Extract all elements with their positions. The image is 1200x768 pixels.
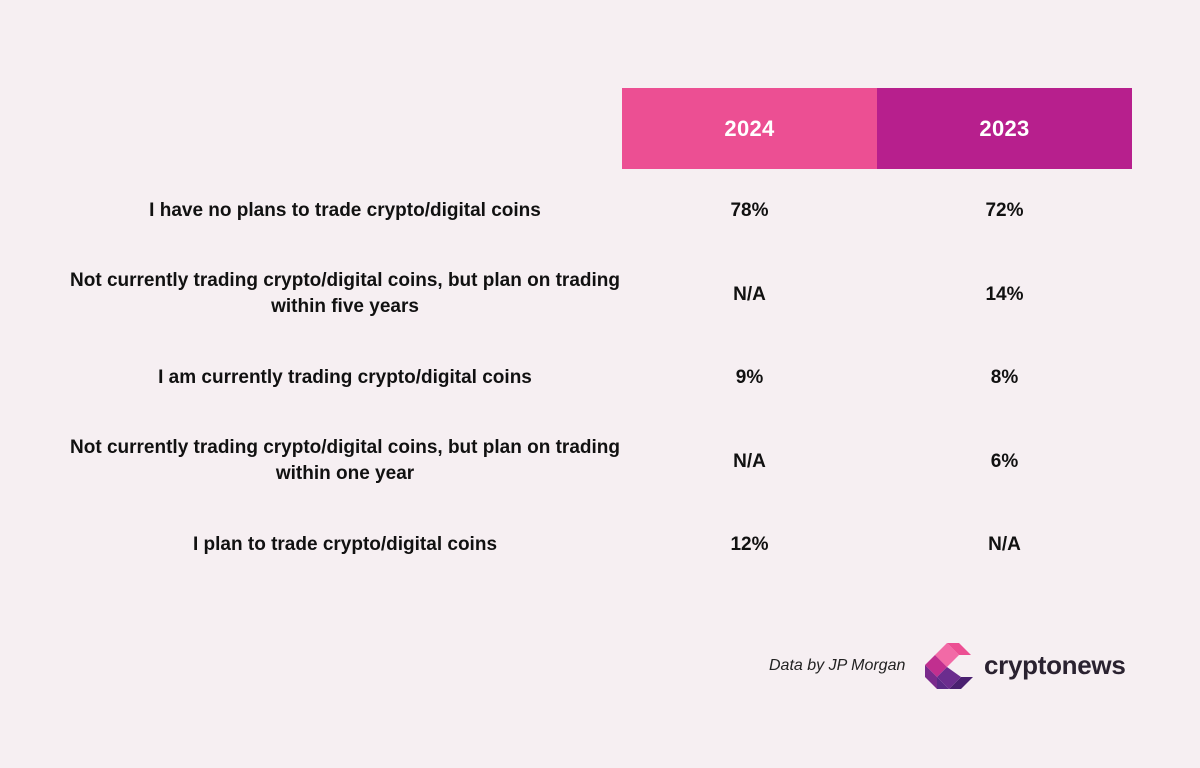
- column-header-2024: 2024: [622, 88, 877, 169]
- column-header-2023: 2023: [877, 88, 1132, 169]
- row-label: I am currently trading crypto/digital co…: [158, 367, 532, 388]
- cryptonews-logo-icon: [925, 643, 973, 689]
- row-label: Not currently trading crypto/digital coi…: [70, 270, 620, 317]
- column-header-2024-label: 2024: [724, 115, 775, 141]
- table-cell-2023: 14%: [985, 284, 1024, 305]
- table-cell-2024: N/A: [733, 284, 766, 305]
- table-cell-2024: 9%: [735, 367, 764, 388]
- table-cell-2023: 8%: [990, 367, 1019, 388]
- table-cell-2023: 6%: [990, 451, 1019, 472]
- table-cell-2024: 12%: [730, 534, 769, 555]
- row-label: Not currently trading crypto/digital coi…: [70, 437, 620, 484]
- brand-name: cryptonews: [984, 650, 1126, 680]
- table-cell-2024: 78%: [730, 200, 769, 221]
- table-cell-2024: N/A: [733, 451, 766, 472]
- row-label: I plan to trade crypto/digital coins: [192, 534, 498, 555]
- row-label: I have no plans to trade crypto/digital …: [149, 200, 541, 221]
- source-credit: Data by JP Morgan: [769, 657, 906, 674]
- table-cell-2023: 72%: [985, 200, 1024, 221]
- table-cell-2023: N/A: [988, 534, 1021, 555]
- footer: Data by JP Morgan cryptonews: [760, 640, 1140, 696]
- column-header-2023-label: 2023: [979, 115, 1030, 141]
